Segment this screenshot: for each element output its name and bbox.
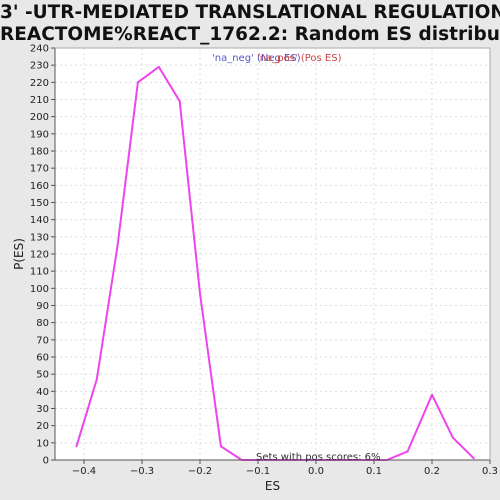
x-tick-label: −0.4 xyxy=(72,466,96,477)
y-tick-label: 40 xyxy=(36,387,49,398)
series-point xyxy=(116,244,119,247)
x-tick-label: 0.2 xyxy=(424,466,440,477)
y-tick-label: 220 xyxy=(30,78,49,89)
x-tick-label: 0.0 xyxy=(308,466,324,477)
x-tick-label: −0.3 xyxy=(130,466,154,477)
legend-entry-neg: 'na_neg' (Neg ES) xyxy=(212,53,301,64)
y-tick-label: 180 xyxy=(30,147,49,158)
x-axis-label: ES xyxy=(265,479,280,493)
y-tick-label: 170 xyxy=(30,164,49,175)
y-tick-label: 60 xyxy=(36,353,49,364)
y-tick-label: 0 xyxy=(43,456,49,467)
series-point xyxy=(178,100,181,103)
legend: 'na_neg' (Neg ES) 'na_pos' (Pos ES) xyxy=(212,53,342,64)
x-tick-label: −0.2 xyxy=(188,466,212,477)
series-point xyxy=(95,378,98,381)
y-tick-label: 230 xyxy=(30,61,49,72)
y-tick-label: 200 xyxy=(30,112,49,123)
y-tick-label: 130 xyxy=(30,232,49,243)
series-point xyxy=(157,65,160,68)
y-tick-label: 80 xyxy=(36,318,49,329)
series-point xyxy=(136,81,139,84)
pos-scores-annotation: Sets with pos scores: 6% xyxy=(256,452,381,463)
series-point xyxy=(431,393,433,396)
y-tick-label: 30 xyxy=(36,404,49,415)
y-tick-label: 100 xyxy=(30,284,49,295)
x-tick-label: 0.1 xyxy=(366,466,382,477)
plot-background xyxy=(55,48,490,460)
y-tick-label: 70 xyxy=(36,335,49,346)
series-point xyxy=(406,450,409,453)
chart-title-line-2: REACTOME%REACT_1762.2: Random ES distrib… xyxy=(0,24,500,45)
y-tick-label: 190 xyxy=(30,129,49,140)
y-tick-label: 110 xyxy=(30,267,49,278)
y-tick-label: 120 xyxy=(30,250,49,261)
y-tick-label: 140 xyxy=(30,215,49,226)
y-tick-label: 160 xyxy=(30,181,49,192)
series-point xyxy=(472,457,475,460)
legend-entry-pos: 'na_pos' (Pos ES) xyxy=(257,53,342,64)
series-point xyxy=(451,436,454,439)
y-tick-label: 50 xyxy=(36,370,49,381)
y-tick-label: 210 xyxy=(30,95,49,106)
chart-title-line-1: 3' -UTR-MEDIATED TRANSLATIONAL REGULATIO… xyxy=(0,2,500,23)
x-tick-label: 0.3 xyxy=(482,466,498,477)
series-point xyxy=(199,292,201,295)
y-axis-label: P(ES) xyxy=(12,238,26,270)
y-tick-label: 240 xyxy=(30,44,49,55)
series-point xyxy=(75,445,78,448)
y-tick-label: 150 xyxy=(30,198,49,209)
series-point xyxy=(219,445,222,448)
tick-labels: 0 10 20 30 40 50 60 70 80 90 100 110 120 130 140 150 160… xyxy=(30,44,498,478)
y-tick-label: 90 xyxy=(36,301,49,312)
chart-title: 3' -UTR-MEDIATED TRANSLATIONAL REGULATIO… xyxy=(0,2,500,46)
x-tick-label: −0.1 xyxy=(246,466,270,477)
y-tick-label: 20 xyxy=(36,421,49,432)
plot-area xyxy=(55,48,490,460)
y-tick-label: 10 xyxy=(36,438,49,449)
